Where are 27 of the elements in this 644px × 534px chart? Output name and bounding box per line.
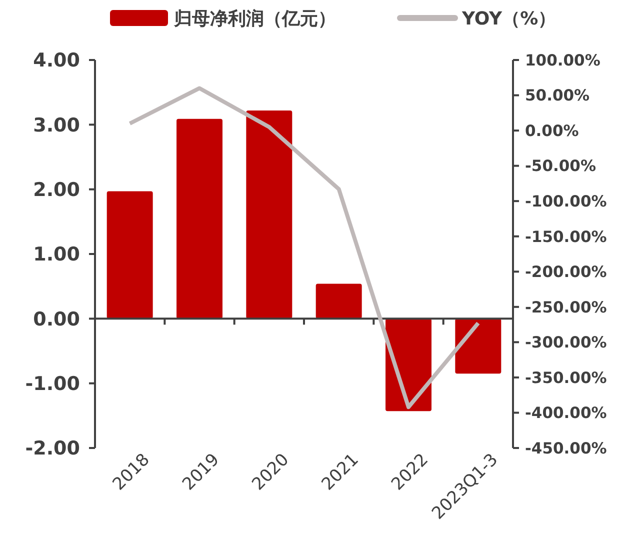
y-tick-label: 0.00 — [33, 308, 80, 330]
y2-tick-label: -400.00% — [525, 404, 608, 422]
y2-tick-label: -200.00% — [525, 263, 608, 282]
legend-label: 归母净利润（亿元） — [173, 8, 336, 30]
y-tick-label: 1.00 — [33, 244, 80, 266]
y2-tick-label: -150.00% — [525, 228, 608, 246]
y-tick-label: -1.00 — [25, 372, 80, 395]
y2-tick-label: -50.00% — [525, 157, 596, 176]
bar — [176, 118, 222, 319]
bar — [455, 318, 502, 374]
y2-tick-label: -350.00% — [525, 368, 608, 387]
bar — [316, 284, 362, 319]
y-tick-label: 2.00 — [33, 178, 80, 201]
y2-tick-label: 0.00% — [525, 122, 580, 140]
y-tick-label: 4.00 — [33, 50, 80, 72]
y2-tick-label: 50.00% — [525, 86, 590, 105]
y-tick-label: 3.00 — [33, 114, 80, 136]
bar — [106, 191, 153, 319]
y-tick-label: -2.00 — [25, 438, 80, 460]
line-series — [128, 86, 480, 410]
y2-tick-label: -300.00% — [525, 334, 608, 352]
y2-tick-label: -450.00% — [525, 439, 608, 458]
y2-tick-label: -250.00% — [525, 298, 608, 316]
y2-tick-label: -100.00% — [525, 192, 608, 211]
legend-label: YOY（%） — [461, 8, 556, 30]
bar — [246, 110, 292, 319]
y2-tick-label: 100.00% — [525, 51, 601, 70]
